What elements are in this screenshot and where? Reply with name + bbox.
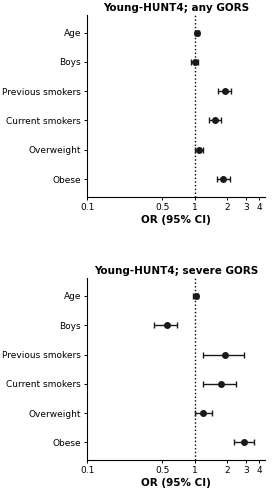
- Title: Young-HUNT4; any GORS: Young-HUNT4; any GORS: [103, 3, 249, 13]
- Title: Young-HUNT4; severe GORS: Young-HUNT4; severe GORS: [94, 266, 258, 276]
- X-axis label: OR (95% CI): OR (95% CI): [141, 478, 211, 488]
- X-axis label: OR (95% CI): OR (95% CI): [141, 214, 211, 224]
